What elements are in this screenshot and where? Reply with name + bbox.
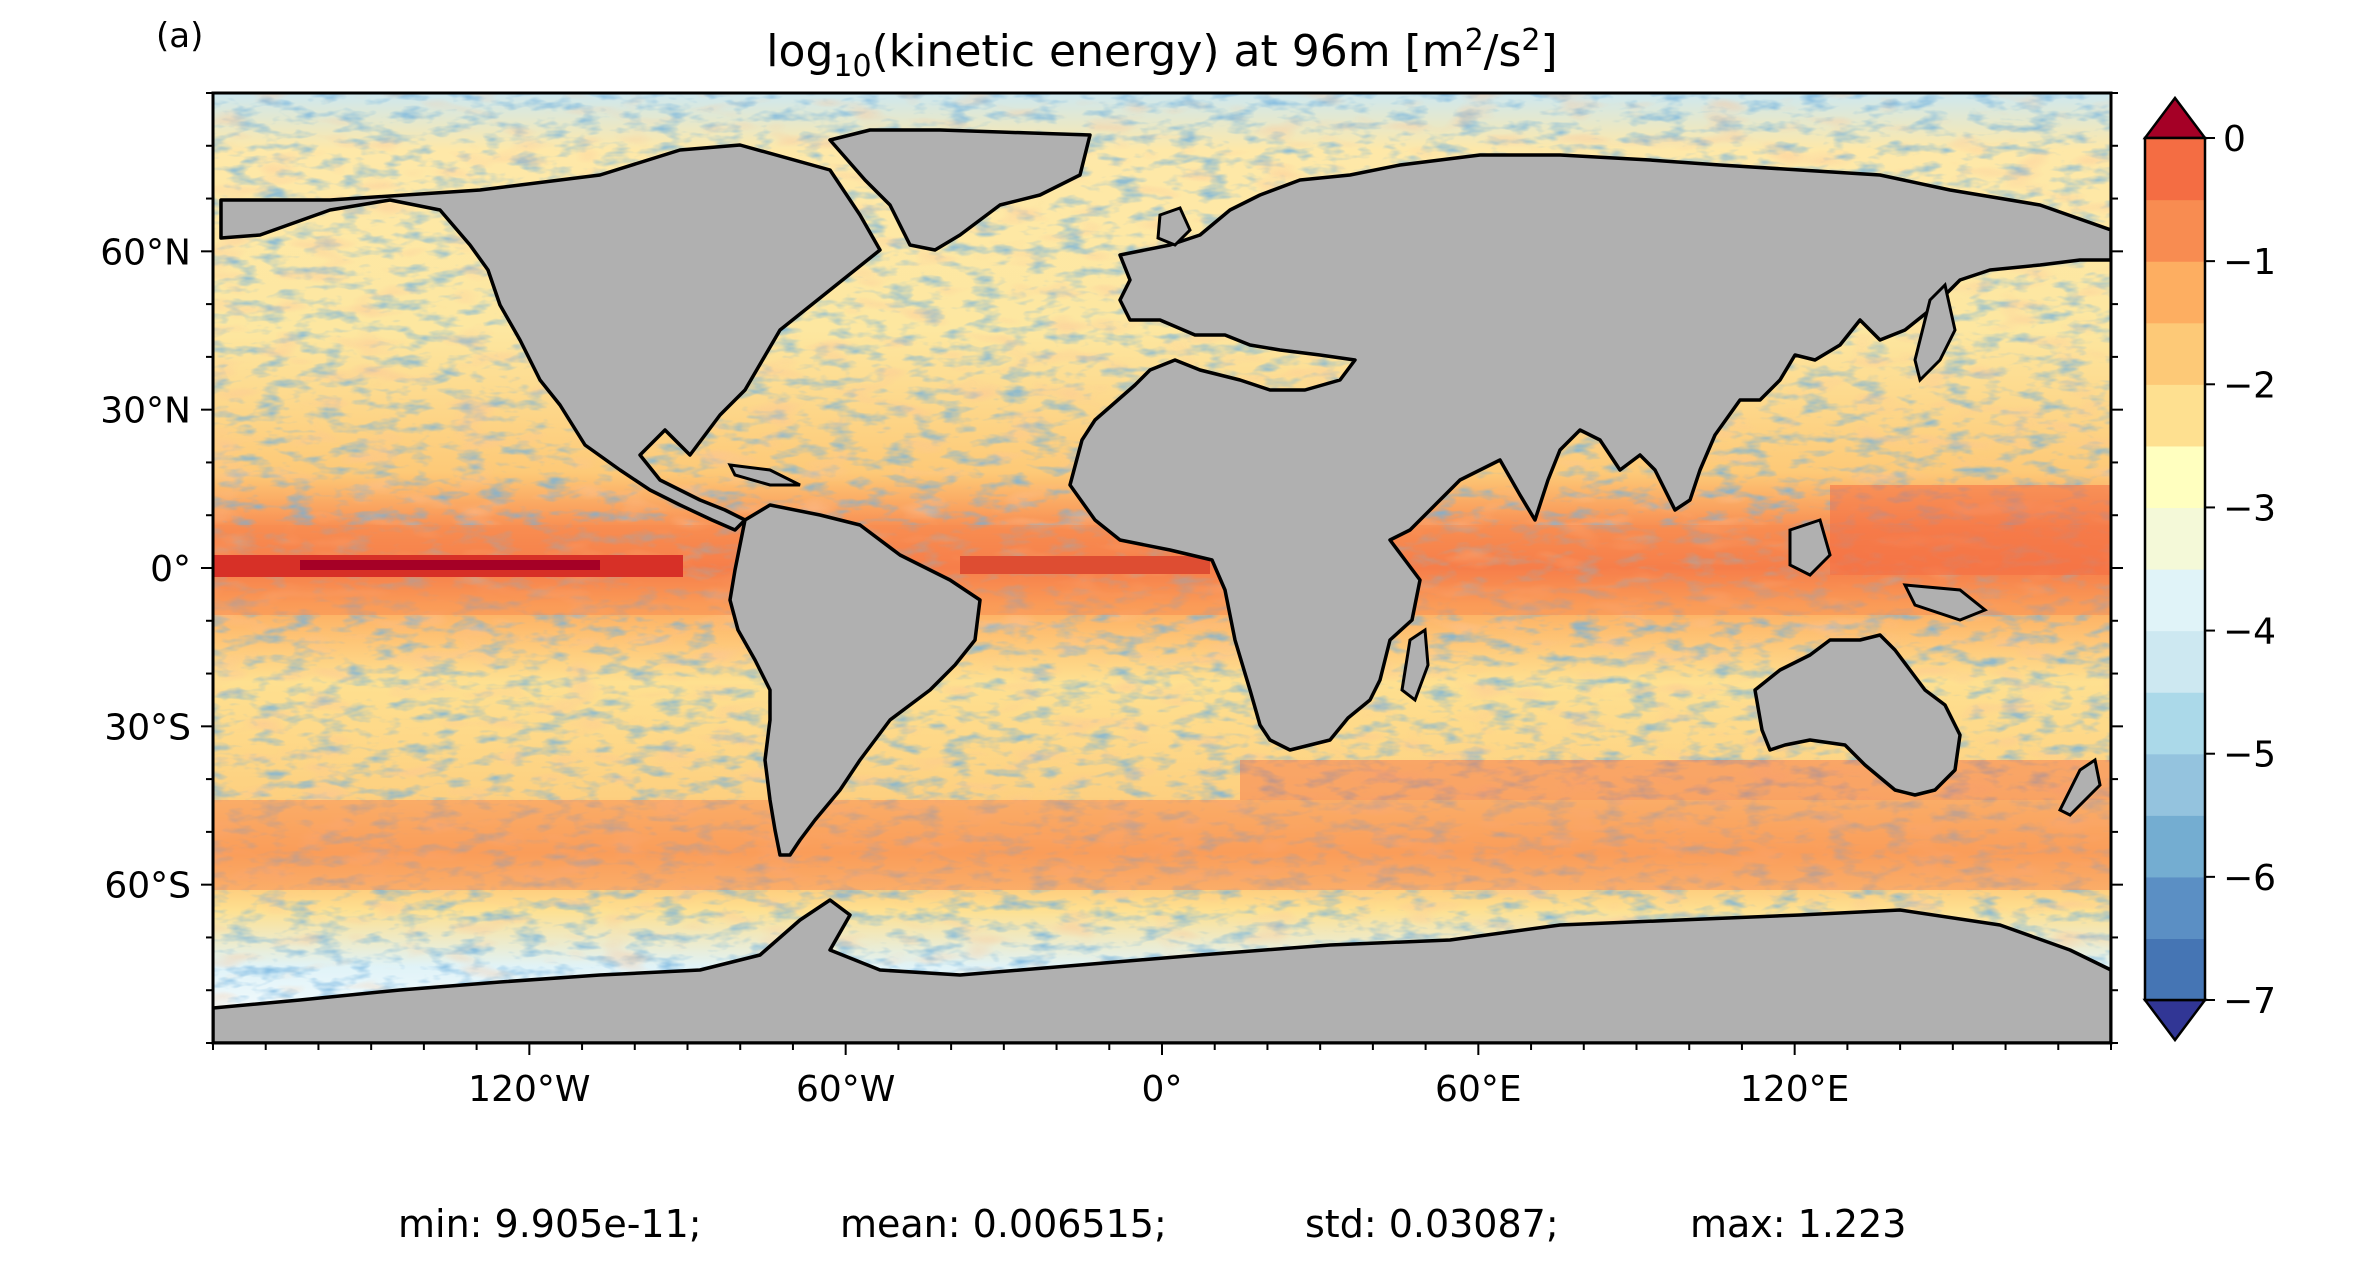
y-tick-label: 60°S — [104, 866, 191, 907]
colorbar-extend-low — [2142, 998, 2208, 1043]
kuroshio-band — [1830, 485, 2111, 575]
stat-max: max: 1.223 — [1690, 1202, 1906, 1246]
stat-std: std: 0.03087; — [1305, 1202, 1559, 1246]
stat-min: min: 9.905e-11; — [398, 1202, 702, 1246]
landmass-japan — [1913, 282, 1957, 383]
statistics-line: min: 9.905e-11; mean: 0.006515; std: 0.0… — [398, 1202, 1906, 1246]
landmass-eurasia-africa — [1068, 153, 2111, 752]
land — [213, 128, 2111, 1043]
colorbar-bin — [2145, 261, 2205, 324]
colorbar-bin — [2145, 507, 2205, 570]
title-close: ] — [1541, 26, 1558, 77]
y-tick-label: 60°N — [100, 232, 191, 273]
colorbar-bin — [2145, 876, 2205, 940]
colorbar-bin — [2145, 692, 2205, 755]
landmass-south-america — [728, 503, 982, 857]
landmass-north-america — [219, 143, 882, 532]
y-axis-ticks: 60°N 30°N 0° 30°S 60°S — [100, 92, 2123, 1044]
stat-mean: mean: 0.006515; — [840, 1202, 1167, 1246]
colorbar-bin — [2145, 569, 2205, 632]
antarctic-current — [1240, 760, 2111, 800]
colorbar-bin — [2145, 322, 2205, 385]
colorbar-tick-label: −6 — [2223, 858, 2276, 899]
colorbar-bin — [2145, 199, 2205, 262]
x-tick-label: 0° — [1142, 1069, 1183, 1110]
landmass-borneo — [1788, 518, 1832, 577]
colorbar: 0 −1 −2 −3 −4 −5 −6 −7 — [2142, 95, 2276, 1043]
colorbar-bin — [2145, 445, 2205, 509]
colorbar-tick-label: −7 — [2223, 981, 2276, 1022]
title-log: log — [766, 26, 833, 77]
equatorial-current-atlantic — [960, 556, 1210, 574]
landmass-cuba — [727, 463, 801, 487]
landmass-greenland — [828, 128, 1092, 252]
x-tick-label: 60°E — [1435, 1069, 1522, 1110]
colorbar-extend-high — [2142, 95, 2208, 140]
colorbar-bin — [2145, 384, 2205, 447]
landmass-british-isles — [1156, 206, 1192, 247]
title-superscript-1: 2 — [1465, 23, 1484, 58]
colorbar-tick-label: −4 — [2223, 612, 2276, 653]
y-tick-label: 0° — [150, 549, 191, 590]
title-unit-slash: /s — [1484, 26, 1522, 77]
map-area — [213, 93, 2111, 1043]
equatorial-current-pacific-core — [300, 560, 600, 570]
colorbar-tick-label: −1 — [2223, 242, 2276, 283]
title-rest: (kinetic energy) at 96m [m — [872, 26, 1465, 77]
y-tick-label: 30°N — [100, 391, 191, 432]
colorbar-frame — [2143, 136, 2207, 1002]
southern-ocean-band — [213, 800, 2111, 890]
colorbar-bin — [2145, 753, 2205, 816]
chart-title: log10(kinetic energy) at 96m [m2/s2] — [766, 23, 1557, 84]
colorbar-bin — [2145, 938, 2205, 1001]
title-superscript-2: 2 — [1521, 23, 1540, 58]
colorbar-bin — [2145, 138, 2205, 201]
x-tick-label: 60°W — [796, 1069, 895, 1110]
x-axis-ticks: 120°W 60°W 0° 60°E 120°E — [212, 1043, 2112, 1110]
landmass-australia — [1753, 633, 1962, 797]
landmass-new-guinea — [1902, 583, 1988, 622]
colorbar-bin — [2145, 630, 2205, 693]
title-log-subscript: 10 — [833, 49, 871, 84]
landmass-new-zealand — [2057, 757, 2102, 817]
colorbar-tick-label: −3 — [2223, 488, 2276, 529]
colorbar-tick-label: 0 — [2223, 119, 2246, 160]
y-tick-label: 30°S — [104, 707, 191, 748]
colorbar-tick-label: −2 — [2223, 365, 2276, 406]
x-tick-label: 120°E — [1740, 1069, 1849, 1110]
colorbar-bin — [2145, 815, 2205, 878]
islands — [727, 206, 2102, 817]
colorbar-tick-label: −5 — [2223, 735, 2276, 776]
x-tick-label: 120°W — [468, 1069, 590, 1110]
landmass-madagascar — [1400, 627, 1430, 703]
landmass-antarctica — [213, 898, 2111, 1043]
panel-label: (a) — [156, 16, 203, 56]
